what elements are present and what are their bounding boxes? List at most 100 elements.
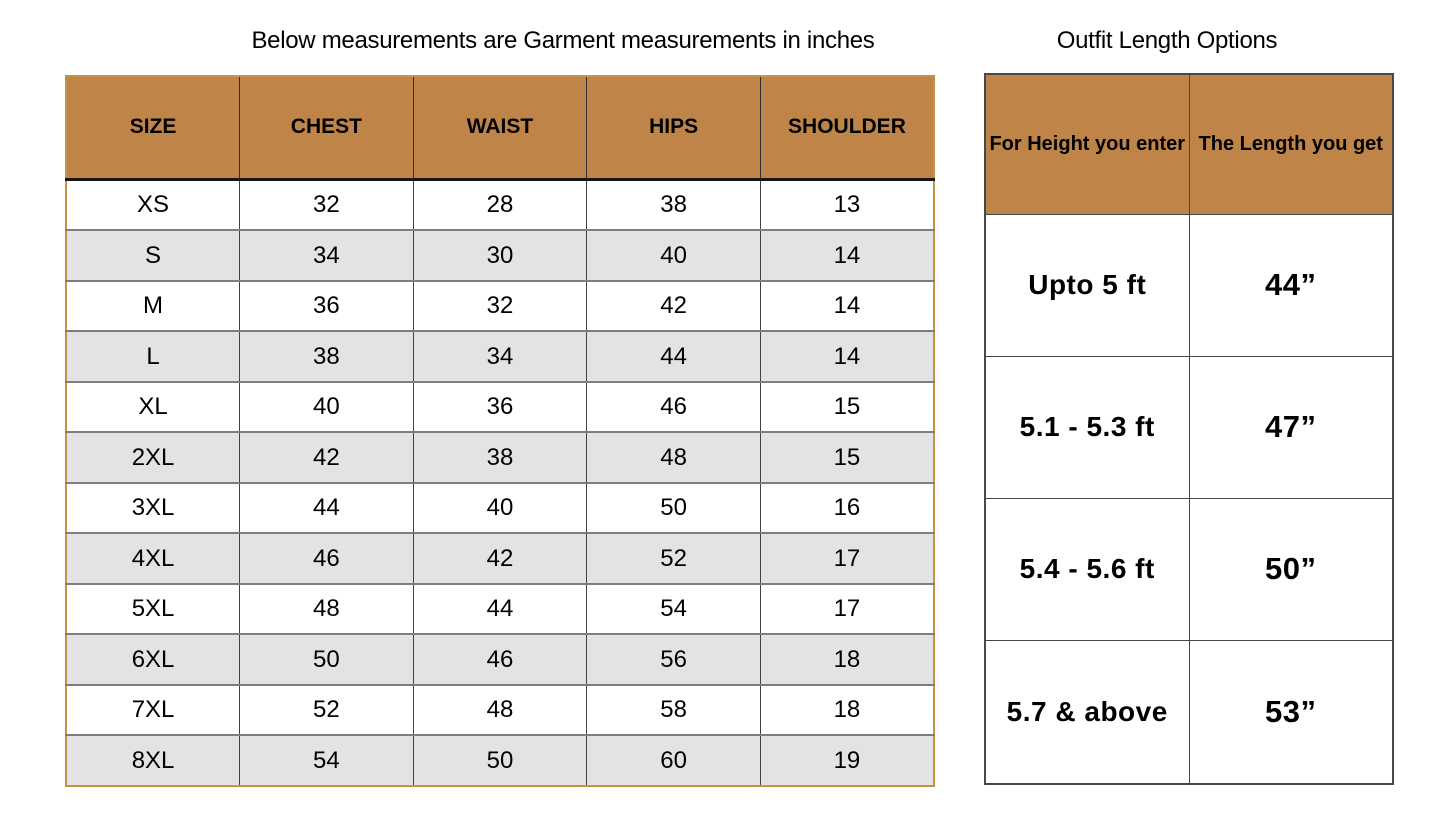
- table-cell: 46: [586, 380, 761, 433]
- table-cell: 15: [759, 380, 934, 433]
- table-row: XL 40 36 46 15: [66, 380, 934, 433]
- table-cell: 3XL: [66, 481, 240, 534]
- table-cell: 14: [759, 229, 934, 281]
- table-row: 5.1 - 5.3 ft 47”: [984, 355, 1394, 499]
- table-cell: 48: [239, 582, 414, 635]
- table-cell: 2XL: [66, 431, 240, 483]
- table-cell: 32: [239, 179, 414, 231]
- garment-size-table: SIZE CHEST WAIST HIPS SHOULDER XS 32 28 38 13 S 34…: [65, 75, 935, 787]
- column-header: HIPS: [586, 76, 761, 181]
- table-row: 5.7 & above 53”: [984, 639, 1394, 785]
- size-table-header-row: SIZE CHEST WAIST HIPS SHOULDER: [66, 76, 934, 181]
- table-cell: 44: [412, 582, 587, 635]
- table-cell: 50: [239, 633, 414, 685]
- table-cell: 40: [586, 229, 761, 281]
- table-cell: 13: [759, 179, 934, 231]
- table-cell: 52: [239, 683, 414, 736]
- table-cell: 46: [239, 532, 414, 584]
- table-cell: 48: [412, 683, 587, 736]
- table-cell: 40: [412, 481, 587, 534]
- table-cell: 44”: [1188, 213, 1394, 357]
- table-cell: 60: [586, 734, 761, 786]
- table-cell: 56: [586, 633, 761, 685]
- table-cell: 30: [412, 229, 587, 281]
- table-row: L 38 34 44 14: [66, 330, 934, 382]
- table-cell: 16: [759, 481, 934, 534]
- table-cell: 54: [586, 582, 761, 635]
- table-cell: 14: [759, 279, 934, 332]
- table-cell: 54: [239, 734, 414, 786]
- table-row: 5.4 - 5.6 ft 50”: [984, 497, 1394, 641]
- table-cell: 36: [412, 380, 587, 433]
- table-cell: 50: [412, 734, 587, 786]
- table-cell: 34: [412, 330, 587, 382]
- table-cell: Upto 5 ft: [984, 213, 1190, 357]
- table-row: 2XL 42 38 48 15: [66, 431, 934, 483]
- column-header: SIZE: [66, 76, 240, 181]
- table-cell: 5.4 - 5.6 ft: [984, 497, 1190, 641]
- table-cell: 38: [412, 431, 587, 483]
- table-cell: M: [66, 279, 240, 332]
- table-row: XS 32 28 38 13: [66, 179, 934, 231]
- table-cell: 44: [586, 330, 761, 382]
- table-cell: 42: [412, 532, 587, 584]
- table-cell: 28: [412, 179, 587, 231]
- table-cell: 19: [759, 734, 934, 786]
- table-cell: 58: [586, 683, 761, 736]
- column-header: CHEST: [239, 76, 414, 181]
- table-row: 8XL 54 50 60 19: [66, 734, 934, 786]
- table-row: 4XL 46 42 52 17: [66, 532, 934, 584]
- table-cell: 5.7 & above: [984, 639, 1190, 785]
- table-cell: L: [66, 330, 240, 382]
- table-cell: 40: [239, 380, 414, 433]
- size-table-body: XS 32 28 38 13 S 34 30 40 14 M 36 32 42 14 L 38 34 44 14 XL 4…: [66, 179, 934, 786]
- table-cell: 6XL: [66, 633, 240, 685]
- length-table-header-row: For Height you enter The Length you get: [984, 73, 1394, 215]
- table-row: S 34 30 40 14: [66, 229, 934, 281]
- table-cell: 4XL: [66, 532, 240, 584]
- table-cell: 44: [239, 481, 414, 534]
- table-cell: 47”: [1188, 355, 1394, 499]
- table-cell: 17: [759, 532, 934, 584]
- table-cell: 48: [586, 431, 761, 483]
- table-row: M 36 32 42 14: [66, 279, 934, 332]
- table-row: 6XL 50 46 56 18: [66, 633, 934, 685]
- table-cell: 8XL: [66, 734, 240, 786]
- column-header: WAIST: [412, 76, 587, 181]
- table-cell: 50: [586, 481, 761, 534]
- table-cell: 38: [239, 330, 414, 382]
- table-cell: 34: [239, 229, 414, 281]
- column-header: The Length you get: [1188, 73, 1394, 215]
- table-cell: 17: [759, 582, 934, 635]
- table-row: Upto 5 ft 44”: [984, 213, 1394, 357]
- table-cell: 14: [759, 330, 934, 382]
- garment-measurements-title: Below measurements are Garment measureme…: [251, 27, 875, 54]
- outfit-length-title: Outfit Length Options: [1056, 27, 1278, 54]
- table-cell: 52: [586, 532, 761, 584]
- table-cell: 18: [759, 633, 934, 685]
- length-table-body: Upto 5 ft 44” 5.1 - 5.3 ft 47” 5.4 - 5.6 ft 5…: [984, 213, 1394, 785]
- table-row: 3XL 44 40 50 16: [66, 481, 934, 534]
- table-row: 5XL 48 44 54 17: [66, 582, 934, 635]
- table-cell: 42: [239, 431, 414, 483]
- table-row: 7XL 52 48 58 18: [66, 683, 934, 736]
- table-cell: 7XL: [66, 683, 240, 736]
- table-cell: 5XL: [66, 582, 240, 635]
- table-cell: 18: [759, 683, 934, 736]
- table-cell: 50”: [1188, 497, 1394, 641]
- table-cell: 42: [586, 279, 761, 332]
- table-cell: 15: [759, 431, 934, 483]
- table-cell: 5.1 - 5.3 ft: [984, 355, 1190, 499]
- column-header: SHOULDER: [759, 76, 934, 181]
- table-cell: 32: [412, 279, 587, 332]
- table-cell: 38: [586, 179, 761, 231]
- table-cell: XS: [66, 179, 240, 231]
- table-cell: XL: [66, 380, 240, 433]
- table-cell: S: [66, 229, 240, 281]
- table-cell: 36: [239, 279, 414, 332]
- table-cell: 46: [412, 633, 587, 685]
- table-cell: 53”: [1188, 639, 1394, 785]
- column-header: For Height you enter: [984, 73, 1190, 215]
- outfit-length-table: For Height you enter The Length you get U…: [984, 73, 1394, 785]
